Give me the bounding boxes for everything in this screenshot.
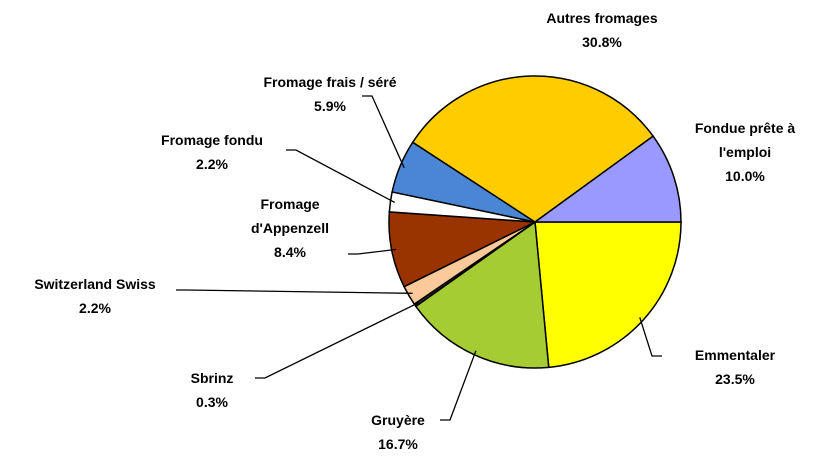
pie-slice [534,221,682,369]
slice-value: 5.9% [314,98,346,114]
slice-value: 23.5% [715,371,755,387]
leader-line [362,95,405,169]
slice-value: 30.8% [582,34,622,50]
leader-line [286,149,396,204]
slice-label: Switzerland Swiss [34,276,156,292]
slice-label: Fondue prête à l'emploi [694,120,796,160]
slice-label: Gruyère [371,412,425,428]
leader-line [255,302,419,379]
leader-line [639,317,662,357]
slice-value: 16.7% [378,436,418,452]
slice-label: Autres fromages [546,10,658,26]
leader-line [348,248,397,255]
leader-line [176,289,413,294]
slice-value: 2.2% [79,300,111,316]
pie-slice [532,135,682,223]
slice-label: Fromage d'Appenzell [251,196,329,236]
slice-value: 2.2% [196,156,228,172]
slice-label: Emmentaler [694,347,776,363]
slice-label: Sbrinz [190,370,234,386]
slice-label: Fromage fondu [161,132,263,148]
slice-value: 10.0% [725,168,765,184]
slice-label: Fromage frais / séré [263,74,397,90]
slice-value: 0.3% [196,394,228,410]
pie-slice [411,75,655,223]
slice-value: 8.4% [274,244,306,260]
leader-line [440,350,477,421]
